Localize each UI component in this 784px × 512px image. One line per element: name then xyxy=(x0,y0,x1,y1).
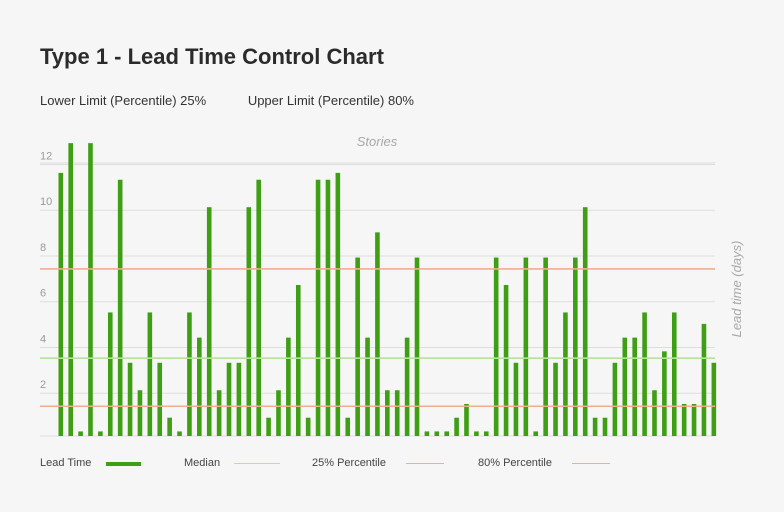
bar xyxy=(404,337,410,436)
bar xyxy=(553,362,558,436)
bar xyxy=(98,431,103,436)
legend-item-p25: 25% Percentile xyxy=(312,457,444,469)
bar xyxy=(612,362,618,436)
bar xyxy=(701,323,707,436)
legend-swatch-lead-time xyxy=(106,462,141,466)
y-tick-labels: 2 4 6 8 10 12 xyxy=(40,150,52,391)
bar xyxy=(147,312,153,436)
y-tick-label: 2 xyxy=(40,379,46,391)
y-tick-label: 12 xyxy=(40,150,52,162)
y-tick-label: 6 xyxy=(40,288,46,300)
bar xyxy=(424,431,430,436)
bar xyxy=(642,312,647,436)
legend-item-p80: 80% Percentile xyxy=(478,457,610,469)
bar xyxy=(226,362,232,436)
legend-label-lead-time: Lead Time xyxy=(40,457,92,469)
legend-item-lead-time: Lead Time xyxy=(40,457,141,469)
bar xyxy=(464,403,469,436)
bar xyxy=(474,431,479,436)
bar xyxy=(68,143,73,437)
bar xyxy=(662,351,667,436)
reference-lines xyxy=(40,268,715,408)
bar xyxy=(493,257,499,436)
bar-series xyxy=(58,143,717,437)
bar xyxy=(543,257,548,436)
bar xyxy=(88,143,93,437)
legend-swatch-p80 xyxy=(572,463,610,464)
bar xyxy=(345,417,351,436)
bar xyxy=(315,179,321,436)
bar xyxy=(573,257,578,436)
bar xyxy=(167,417,172,436)
bar xyxy=(305,417,311,436)
bar xyxy=(691,403,697,436)
bar xyxy=(335,172,341,436)
bar xyxy=(137,390,143,436)
legend-label-p80: 80% Percentile xyxy=(478,457,552,469)
bar xyxy=(58,172,64,436)
bar xyxy=(375,232,380,436)
bar xyxy=(187,312,192,436)
chart-title: Type 1 - Lead Time Control Chart xyxy=(40,44,384,69)
bar xyxy=(216,390,222,436)
bar xyxy=(582,207,588,436)
y-tick-label: 4 xyxy=(40,333,46,345)
bar xyxy=(483,431,489,436)
bar xyxy=(78,431,83,436)
lower-limit-label: Lower Limit (Percentile) 25% xyxy=(40,93,207,108)
legend-label-median: Median xyxy=(184,457,221,469)
bar xyxy=(365,337,370,436)
legend-swatch-p25 xyxy=(406,463,444,464)
y-tick-label: 10 xyxy=(40,196,52,208)
bar xyxy=(434,431,440,436)
bar xyxy=(414,257,420,436)
legend-item-median: Median xyxy=(184,457,280,469)
bar xyxy=(503,284,509,436)
bar xyxy=(602,417,608,436)
upper-limit-label: Upper Limit (Percentile) 80% xyxy=(247,93,414,108)
y-axis-title: Lead time (days) xyxy=(729,241,744,338)
x-axis-title: Stories xyxy=(357,134,398,149)
bar xyxy=(177,431,182,436)
bar xyxy=(246,207,252,436)
bar xyxy=(206,207,212,436)
bar xyxy=(671,312,677,436)
bar xyxy=(454,417,459,436)
bar xyxy=(127,362,133,436)
bar xyxy=(592,417,598,436)
bar xyxy=(276,390,281,436)
bar xyxy=(681,403,687,436)
legend-swatch-median xyxy=(234,463,280,464)
bar xyxy=(236,362,242,436)
bar xyxy=(295,284,301,436)
bar xyxy=(107,312,113,436)
bar xyxy=(266,417,271,436)
bar xyxy=(394,390,400,436)
bar xyxy=(157,362,163,436)
bar xyxy=(523,257,529,436)
bar xyxy=(197,337,202,436)
bar xyxy=(533,431,539,436)
bar xyxy=(622,337,628,436)
bar xyxy=(563,312,568,436)
bar xyxy=(513,362,519,436)
bar xyxy=(355,257,360,436)
bar xyxy=(632,337,637,436)
bar xyxy=(385,390,390,436)
legend-label-p25: 25% Percentile xyxy=(312,457,386,469)
bar xyxy=(652,390,657,436)
bar xyxy=(256,179,261,436)
bar xyxy=(117,179,123,436)
bar xyxy=(711,362,717,436)
y-tick-label: 8 xyxy=(40,242,46,254)
bar xyxy=(286,337,291,436)
bar xyxy=(325,179,331,436)
limits-row: Lower Limit (Percentile) 25% Upper Limit… xyxy=(40,93,452,108)
bar xyxy=(444,431,449,436)
